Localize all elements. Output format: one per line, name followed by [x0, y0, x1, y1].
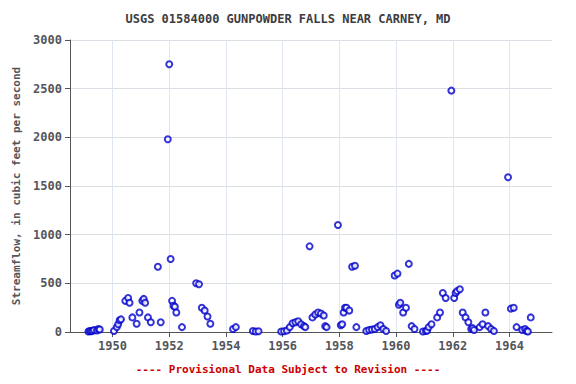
svg-text:1962: 1962	[438, 339, 467, 353]
svg-text:USGS 01584000 GUNPOWDER FALLS: USGS 01584000 GUNPOWDER FALLS NEAR CARNE…	[125, 12, 450, 26]
svg-text:1956: 1956	[268, 339, 297, 353]
svg-text:1960: 1960	[382, 339, 411, 353]
svg-text:1952: 1952	[155, 339, 184, 353]
svg-text:2000: 2000	[33, 130, 62, 144]
svg-text:Streamflow, in cubic feet per: Streamflow, in cubic feet per second	[10, 67, 23, 305]
svg-text:1964: 1964	[495, 339, 524, 353]
svg-text:3000: 3000	[33, 33, 62, 47]
svg-text:---- Provisional Data Subject: ---- Provisional Data Subject to Revisio…	[136, 363, 441, 376]
svg-text:1000: 1000	[33, 228, 62, 242]
svg-text:500: 500	[40, 276, 62, 290]
svg-text:1950: 1950	[98, 339, 127, 353]
svg-text:0: 0	[55, 325, 62, 339]
svg-text:1954: 1954	[211, 339, 240, 353]
svg-text:2500: 2500	[33, 82, 62, 96]
svg-text:1500: 1500	[33, 179, 62, 193]
svg-text:1958: 1958	[325, 339, 354, 353]
